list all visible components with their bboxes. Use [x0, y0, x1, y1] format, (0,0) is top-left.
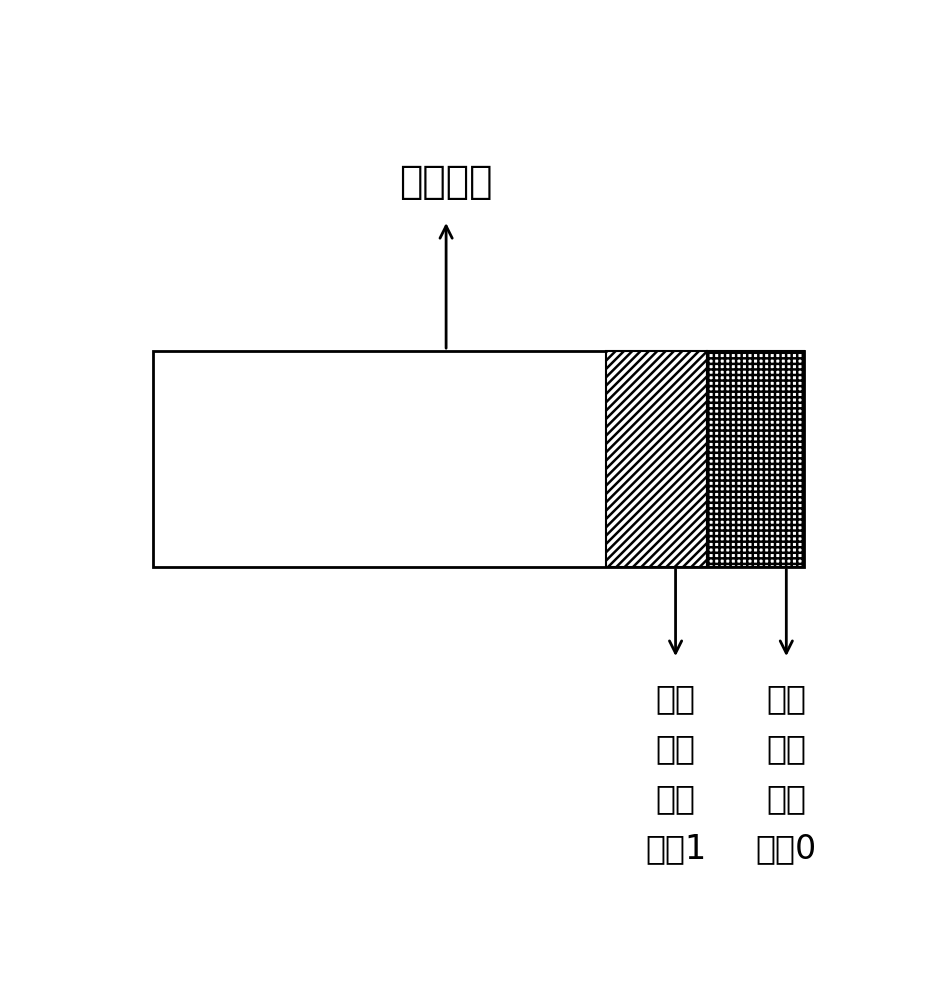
- Bar: [153, 351, 804, 567]
- Text: 成形: 成形: [656, 782, 696, 815]
- Text: 同步: 同步: [656, 682, 696, 715]
- Text: 波束: 波束: [656, 732, 696, 765]
- Text: 时间单元: 时间单元: [400, 163, 493, 201]
- Bar: [606, 351, 707, 567]
- Text: 同步: 同步: [766, 682, 806, 715]
- Text: 波束: 波束: [766, 732, 806, 765]
- Text: 信号1: 信号1: [645, 832, 706, 865]
- Text: 成形: 成形: [766, 782, 806, 815]
- Bar: [707, 351, 804, 567]
- Text: 信号0: 信号0: [756, 832, 817, 865]
